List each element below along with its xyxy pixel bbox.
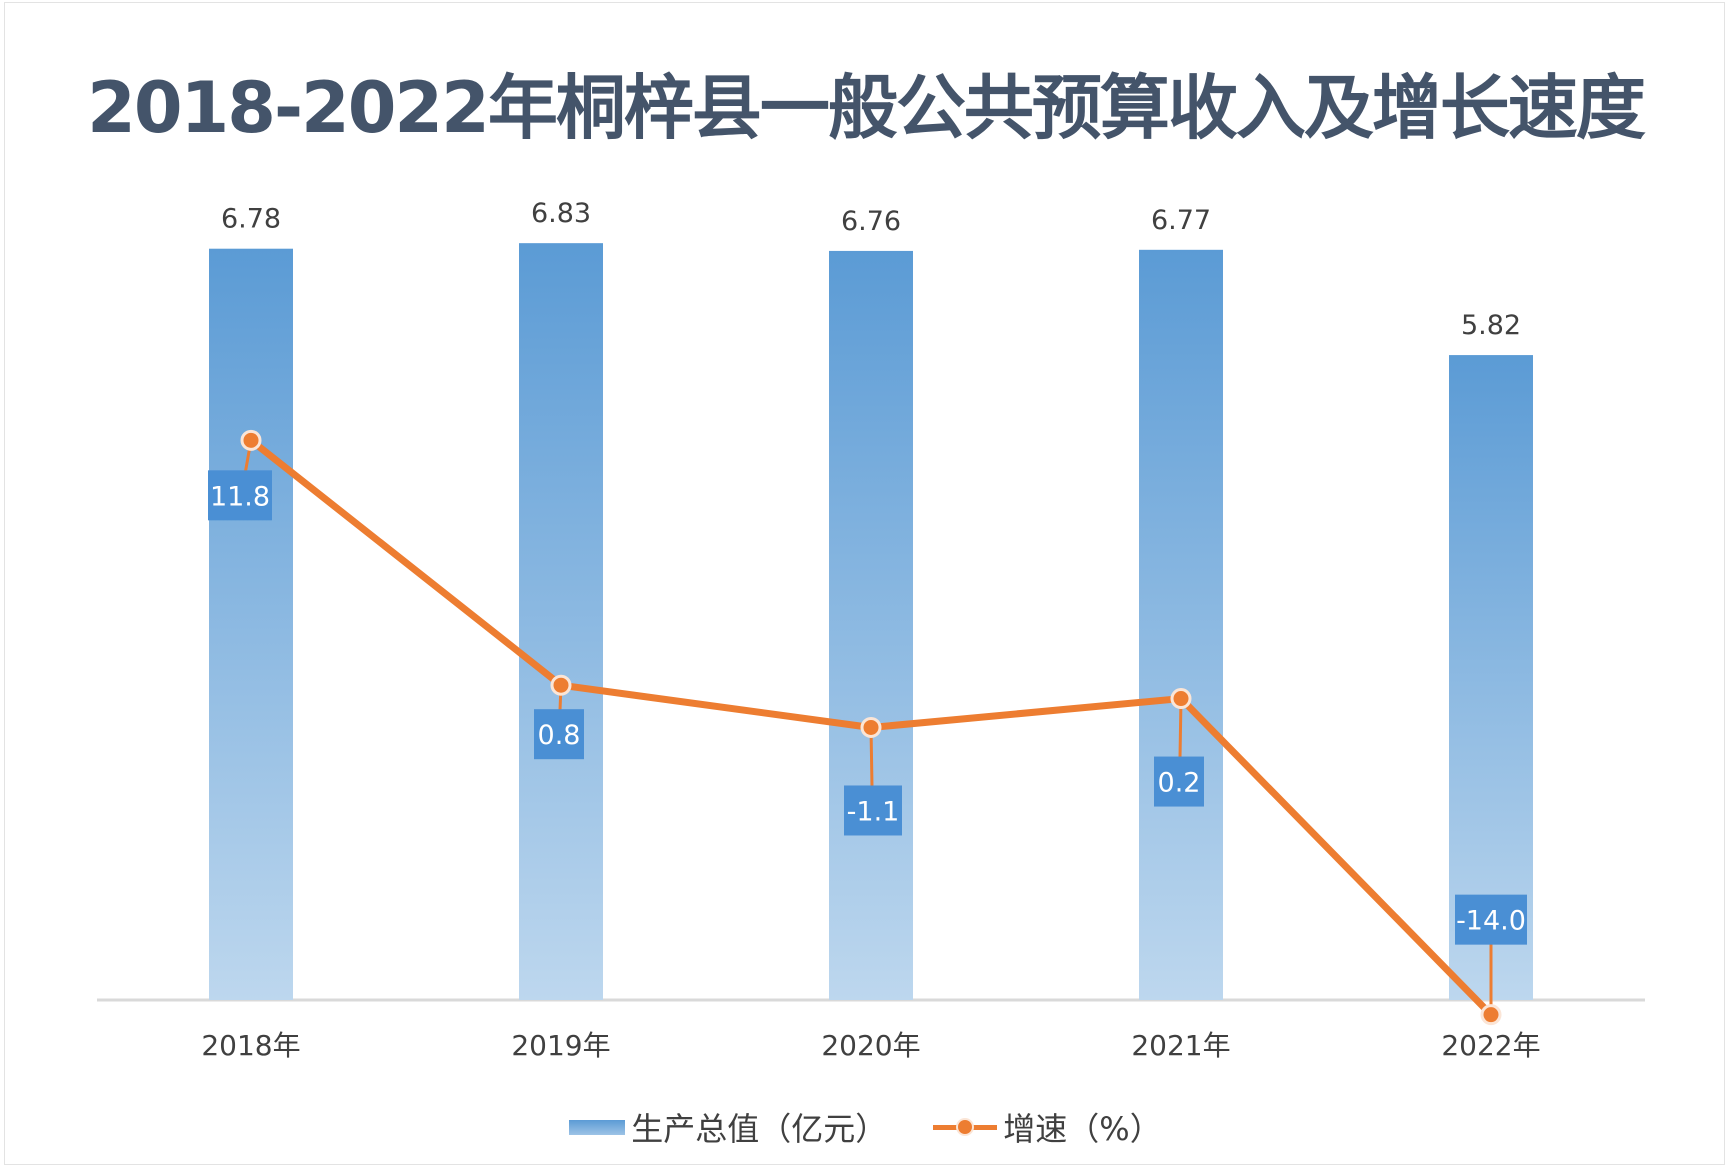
rate-label-box-0: [208, 470, 272, 521]
rate-value-label-2: -1.1: [847, 796, 900, 827]
bar-value-label-3: 6.77: [1151, 205, 1211, 236]
rate-point-3: [1170, 688, 1192, 710]
legend-item-bar: 生产总值（亿元）: [569, 1104, 887, 1150]
rate-label-box-2: [844, 785, 902, 836]
legend-bar-label: 生产总值（亿元）: [631, 1110, 888, 1148]
rate-value-label-0: 11.8: [210, 481, 270, 512]
rate-point-1: [550, 674, 572, 696]
bar-1: [519, 243, 603, 1000]
legend: 生产总值（亿元） 增速（%）: [0, 1104, 1731, 1150]
x-tick-label-4: 2022年: [1441, 1029, 1540, 1062]
legend-line-label: 增速（%）: [1003, 1110, 1162, 1148]
bar-value-label-1: 6.83: [531, 198, 591, 229]
bar-value-label-4: 5.82: [1461, 310, 1521, 341]
rate-label-box-4: [1455, 894, 1527, 945]
legend-line-swatch: [933, 1117, 998, 1137]
bar-value-label-2: 6.76: [841, 206, 901, 237]
rate-value-label-4: -14.0: [1456, 906, 1526, 937]
x-tick-label-1: 2019年: [511, 1029, 610, 1062]
rate-value-label-3: 0.2: [1158, 768, 1201, 799]
bar-2: [829, 250, 913, 1000]
bar-0: [209, 248, 293, 1000]
bar-value-label-0: 6.78: [221, 204, 281, 235]
chart-frame: [4, 2, 1725, 1165]
bar-3: [1139, 249, 1223, 1001]
rate-point-2: [860, 716, 882, 738]
rate-label-box-3: [1154, 756, 1204, 807]
x-tick-label-3: 2021年: [1131, 1029, 1230, 1062]
chart-title: 2018-2022年桐梓县一般公共预算收入及增长速度: [87, 67, 1646, 149]
rate-point-0: [240, 429, 262, 451]
bar-4: [1449, 355, 1533, 1001]
rate-label-box-1: [534, 709, 584, 760]
rate-point-4: [1480, 1004, 1502, 1026]
legend-item-line: 增速（%）: [933, 1104, 1162, 1150]
x-tick-label-0: 2018年: [201, 1029, 300, 1062]
x-tick-label-2: 2020年: [821, 1029, 920, 1062]
rate-value-label-1: 0.8: [538, 720, 581, 751]
legend-bar-swatch: [569, 1119, 626, 1135]
